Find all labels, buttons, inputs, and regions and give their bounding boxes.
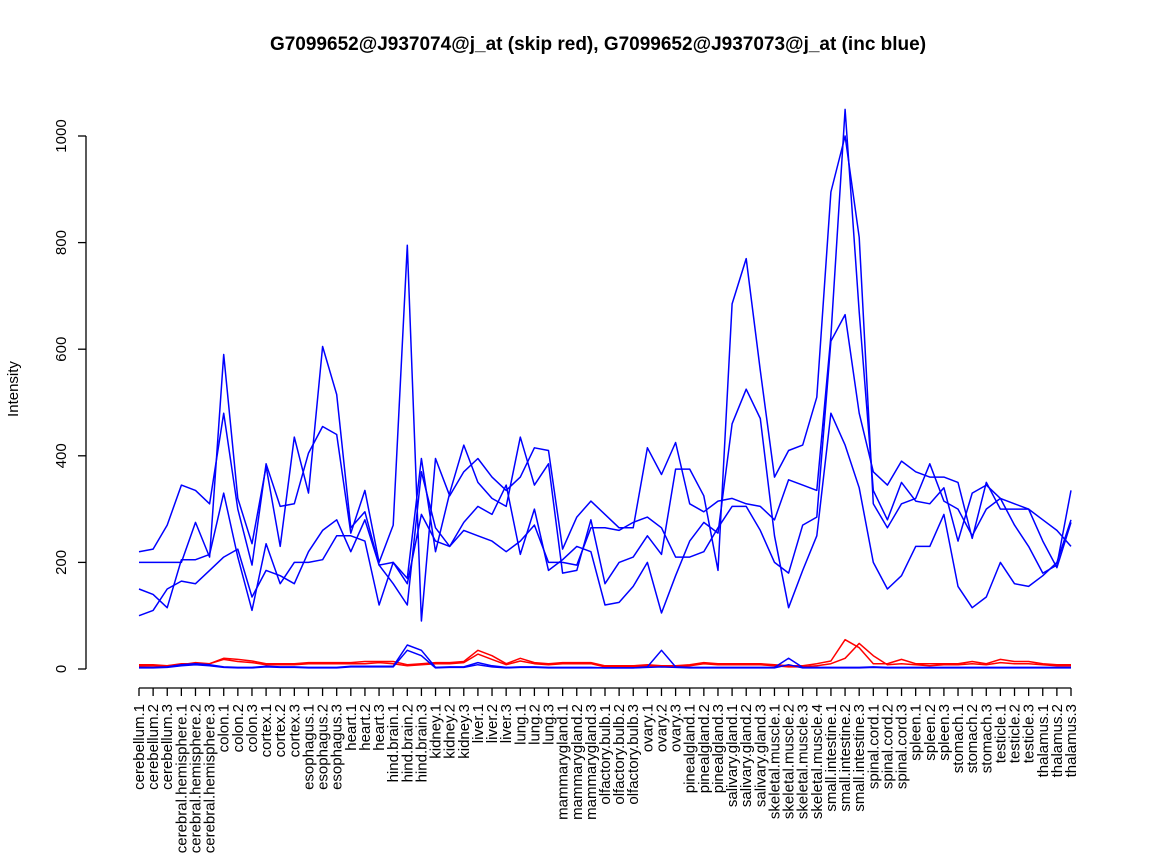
- x-axis: cerebellum.1cerebellum.2cerebellum.3cere…: [131, 687, 1080, 853]
- x-tick-label: cerebellum.3: [159, 704, 176, 790]
- x-tick-label: kidney.3: [456, 704, 473, 759]
- x-tick-label: cortex.1: [258, 704, 275, 757]
- x-tick-label: olfactory.bulb.2: [611, 704, 628, 805]
- x-tick-label: ovary.1: [639, 704, 656, 752]
- x-tick-label: pinealgland.1: [682, 704, 699, 793]
- x-tick-label: spinal.cord.2: [879, 704, 896, 789]
- x-tick-label: heart.3: [371, 704, 388, 751]
- series-line-1: [138, 108, 1072, 622]
- x-tick-label: spleen.3: [936, 704, 953, 761]
- x-tick-label: heart.1: [343, 704, 360, 751]
- x-tick-label: liver.2: [484, 704, 501, 743]
- series-group: [138, 108, 1072, 669]
- x-tick-label: esophagus.2: [315, 704, 332, 790]
- x-tick-label: thalamus.1: [1035, 704, 1052, 777]
- x-tick-label: cerebral.hemisphere.3: [202, 704, 219, 853]
- x-tick-label: esophagus.1: [300, 704, 317, 790]
- series-line-8: [139, 649, 1071, 669]
- x-tick-label: hind.brain.2: [399, 704, 416, 782]
- x-tick-label: colon.2: [230, 704, 247, 752]
- y-tick-label: 1000: [53, 119, 70, 152]
- series-line-3: [138, 313, 1072, 612]
- x-tick-label: lung.3: [541, 704, 558, 745]
- x-tick-label: stomach.2: [964, 704, 981, 773]
- x-tick-label: olfactory.bulb.3: [625, 704, 642, 805]
- x-tick-label: cerebral.hemisphere.2: [187, 704, 204, 853]
- x-tick-label: spinal.cord.3: [894, 704, 911, 789]
- x-tick-label: small.intestine.3: [851, 704, 868, 812]
- x-tick-label: skeletal.muscle.1: [766, 704, 783, 819]
- x-tick-label: colon.1: [216, 704, 233, 752]
- x-tick-label: testicle.2: [1007, 704, 1024, 763]
- x-tick-label: mammarygland.2: [569, 704, 586, 820]
- y-tick-label: 400: [53, 443, 70, 468]
- x-tick-label: skeletal.muscle.4: [809, 704, 826, 819]
- x-tick-label: lung.1: [512, 704, 529, 745]
- x-tick-label: salivary.gland.3: [752, 704, 769, 807]
- x-tick-label: pinealgland.2: [696, 704, 713, 793]
- series-line-2: [139, 135, 1072, 585]
- x-tick-label: skeletal.muscle.3: [795, 704, 812, 819]
- x-tick-label: olfactory.bulb.1: [597, 704, 614, 805]
- x-tick-label: kidney.1: [428, 704, 445, 759]
- series-line-4: [138, 388, 1072, 617]
- x-tick-label: spinal.cord.1: [865, 704, 882, 789]
- x-tick-label: liver.1: [470, 704, 487, 743]
- x-tick-label: testicle.3: [1021, 704, 1038, 763]
- x-tick-label: stomach.3: [978, 704, 995, 773]
- x-tick-label: esophagus.3: [329, 704, 346, 790]
- x-tick-label: small.intestine.2: [837, 704, 854, 812]
- x-tick-label: spleen.2: [922, 704, 939, 761]
- x-tick-label: heart.2: [357, 704, 374, 751]
- x-tick-label: skeletal.muscle.2: [781, 704, 798, 819]
- x-tick-label: cerebral.hemisphere.1: [173, 704, 190, 853]
- x-tick-label: hind.brain.3: [413, 704, 430, 782]
- x-tick-label: colon.3: [244, 704, 261, 752]
- x-tick-label: testicle.1: [992, 704, 1009, 763]
- x-tick-label: cerebellum.1: [131, 704, 148, 790]
- y-axis-label: Intensity: [5, 361, 22, 417]
- y-tick-label: 600: [53, 337, 70, 362]
- x-tick-label: ovary.3: [668, 704, 685, 752]
- x-tick-label: liver.3: [498, 704, 515, 743]
- x-tick-label: pinealgland.3: [710, 704, 727, 793]
- y-tick-label: 0: [53, 665, 70, 673]
- x-tick-label: hind.brain.1: [385, 704, 402, 782]
- x-tick-label: cortex.2: [272, 704, 289, 757]
- series-line-6: [138, 642, 1071, 668]
- x-tick-label: cerebellum.2: [145, 704, 162, 790]
- series-line-5: [139, 638, 1071, 667]
- x-tick-label: ovary.2: [653, 704, 670, 752]
- x-tick-label: mammarygland.1: [555, 704, 572, 820]
- x-tick-label: thalamus.2: [1049, 704, 1066, 777]
- x-tick-label: salivary.gland.1: [724, 704, 741, 807]
- x-tick-label: small.intestine.1: [823, 704, 840, 812]
- x-tick-label: cortex.3: [286, 704, 303, 757]
- y-axis: 0 200 400 600 800 1000: [53, 119, 87, 673]
- y-tick-label: 200: [53, 550, 70, 575]
- x-tick-label: spleen.1: [908, 704, 925, 761]
- x-tick-label: stomach.1: [950, 704, 967, 773]
- x-tick-label: lung.2: [526, 704, 543, 745]
- x-tick-label: mammarygland.3: [583, 704, 600, 820]
- x-tick-label: kidney.2: [442, 704, 459, 759]
- y-tick-label: 800: [53, 230, 70, 255]
- x-tick-label: thalamus.3: [1063, 704, 1080, 777]
- x-tick-label: salivary.gland.2: [738, 704, 755, 807]
- chart-title: G7099652@J937074@j_at (skip red), G70996…: [270, 34, 926, 55]
